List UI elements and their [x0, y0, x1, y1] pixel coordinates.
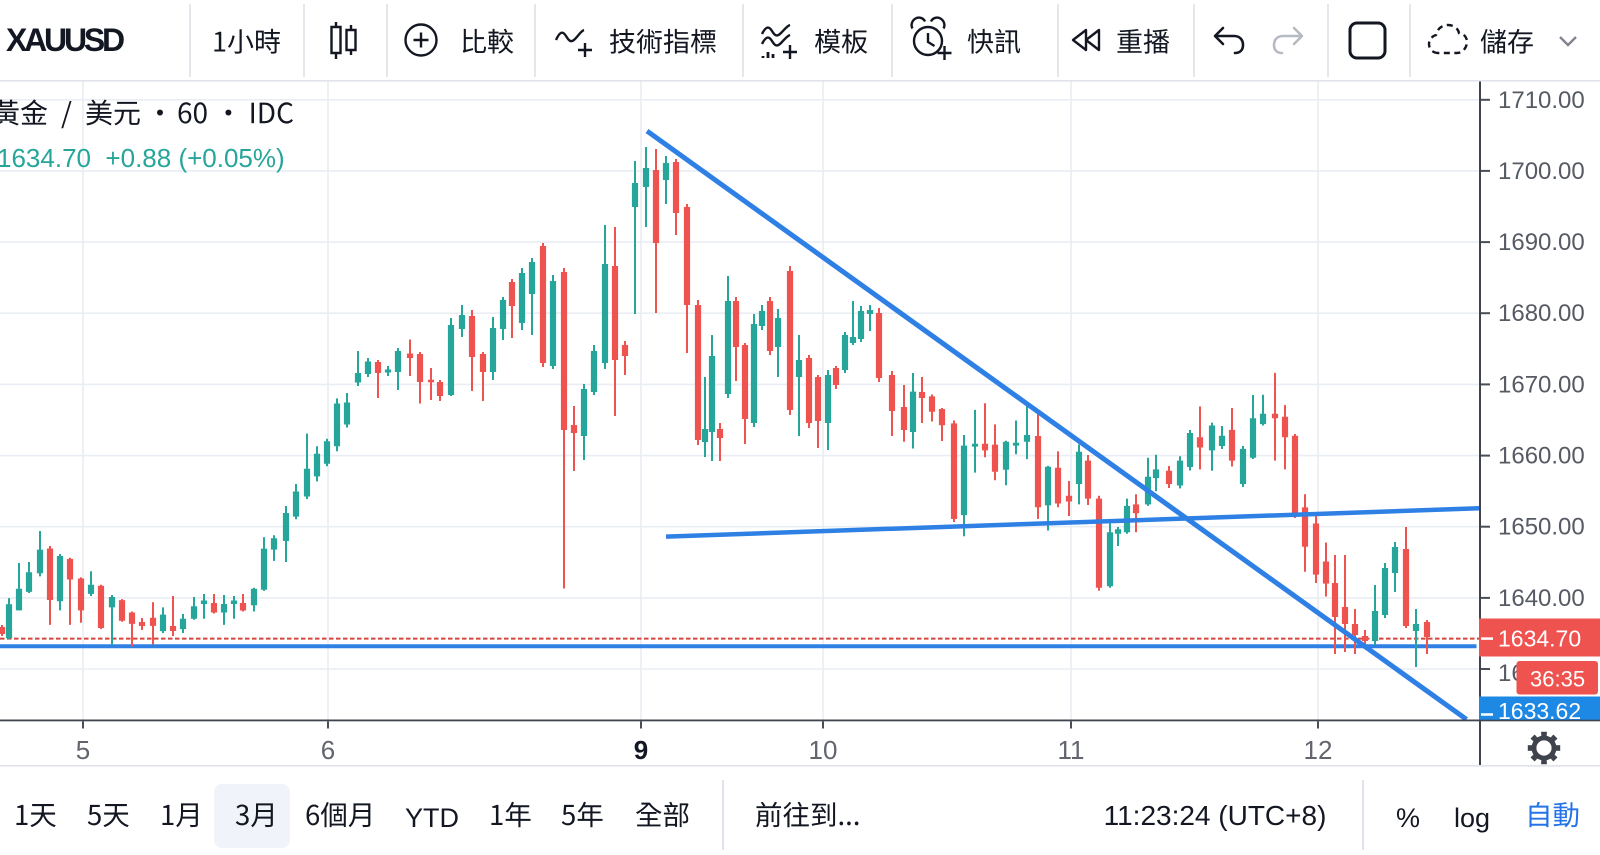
- svg-text:1690.00: 1690.00: [1498, 229, 1585, 256]
- svg-text:1633.62: 1633.62: [1498, 698, 1581, 724]
- svg-text:1710.00: 1710.00: [1498, 87, 1585, 114]
- svg-text:9: 9: [634, 735, 648, 765]
- svg-text:36:35: 36:35: [1530, 667, 1585, 692]
- svg-text:12: 12: [1304, 735, 1333, 765]
- svg-text:1650.00: 1650.00: [1498, 514, 1585, 541]
- svg-text:11: 11: [1058, 735, 1085, 765]
- svg-text:6: 6: [321, 735, 335, 765]
- svg-text:1670.00: 1670.00: [1498, 371, 1585, 398]
- svg-text:1634.70: 1634.70: [1498, 626, 1581, 652]
- svg-text:10: 10: [809, 735, 838, 765]
- svg-text:5: 5: [76, 735, 90, 765]
- svg-text:1660.00: 1660.00: [1498, 443, 1585, 470]
- svg-text:1640.00: 1640.00: [1498, 585, 1585, 612]
- svg-text:1700.00: 1700.00: [1498, 158, 1585, 185]
- svg-text:1680.00: 1680.00: [1498, 300, 1585, 327]
